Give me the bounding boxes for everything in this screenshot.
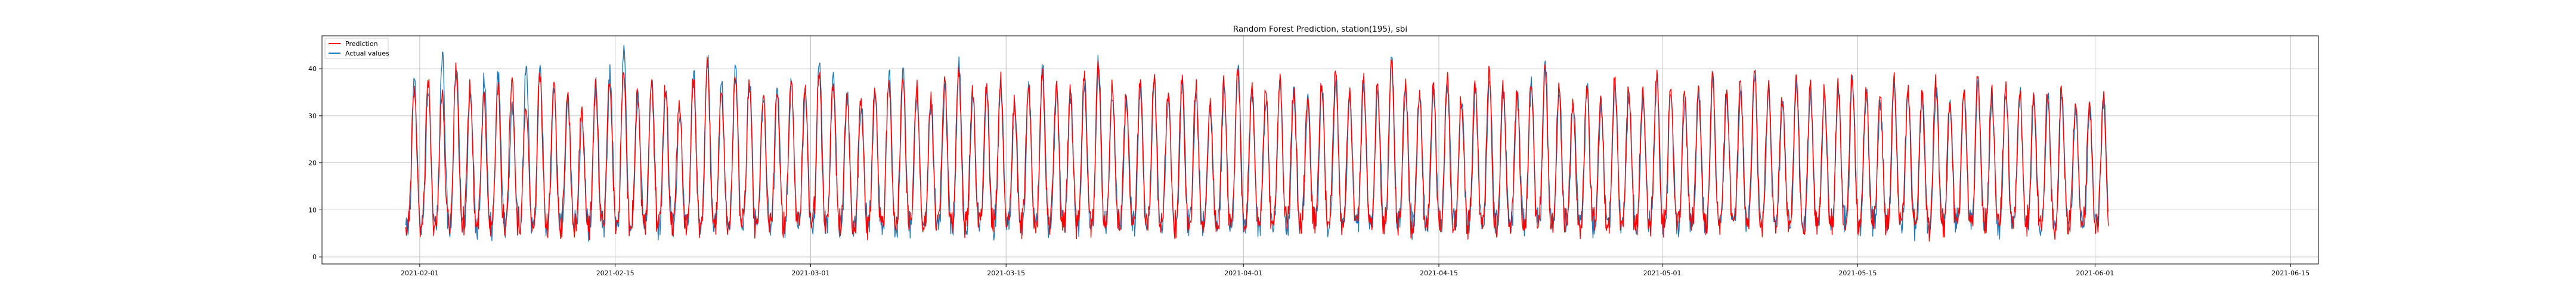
chart-title: Random Forest Prediction, station(195), …	[1233, 24, 1407, 34]
y-axis: 0 10 20 30 40	[308, 65, 322, 261]
x-tick-label: 2021-06-01	[2076, 269, 2114, 277]
legend: Prediction Actual values	[324, 38, 389, 59]
x-tick-label: 2021-04-15	[1420, 269, 1458, 277]
y-tick-label: 0	[312, 253, 317, 261]
series-line-prediction	[405, 56, 2109, 242]
x-tick-label: 2021-05-15	[1838, 269, 1877, 277]
x-tick-label: 2021-05-01	[1643, 269, 1682, 277]
legend-label-actual-values: Actual values	[345, 50, 389, 57]
y-tick-label: 10	[308, 206, 317, 214]
y-tick-label: 30	[308, 112, 317, 120]
plot-frame	[321, 35, 2319, 265]
legend-frame	[324, 38, 389, 59]
x-tick-label: 2021-02-01	[401, 269, 439, 277]
x-tick-label: 2021-06-15	[2271, 269, 2309, 277]
x-tick-label: 2021-04-01	[1224, 269, 1262, 277]
y-tick-label: 40	[308, 65, 317, 73]
x-tick-label: 2021-03-15	[987, 269, 1025, 277]
series-layer	[405, 45, 2109, 242]
x-axis: 2021-02-01 2021-02-15 2021-03-01 2021-03-15…	[401, 264, 2309, 277]
legend-label-prediction: Prediction	[345, 40, 378, 48]
x-tick-label: 2021-02-15	[596, 269, 634, 277]
x-tick-label: 2021-03-01	[791, 269, 829, 277]
y-tick-label: 20	[308, 159, 317, 167]
